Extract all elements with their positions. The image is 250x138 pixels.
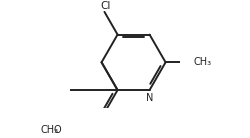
Text: CH₃: CH₃ (194, 57, 212, 67)
Text: CH₃: CH₃ (41, 125, 59, 135)
Text: O: O (54, 125, 61, 135)
Text: N: N (146, 93, 153, 103)
Text: Cl: Cl (100, 1, 111, 11)
